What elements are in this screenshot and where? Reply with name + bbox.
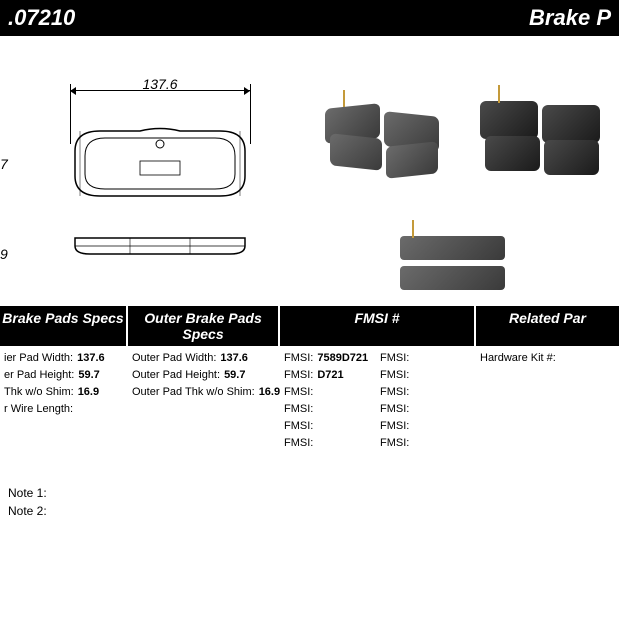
spec-value: 16.9 <box>78 386 99 398</box>
fmsi-column: FMSI:7589D721FMSI:D721FMSI:FMSI:FMSI:FMS… <box>280 346 476 456</box>
spec-label: FMSI: <box>284 403 313 415</box>
fmsi-row: FMSI: 7589D721 <box>284 350 380 367</box>
inner-spec-row: r Wire Length: <box>4 401 128 418</box>
fmsi-row: FMSI: <box>284 401 380 418</box>
spec-label: FMSI: <box>380 386 409 398</box>
spec-label: FMSI: <box>284 420 313 432</box>
spec-label: FMSI: <box>380 369 409 381</box>
pad-photo-profile <box>400 236 505 260</box>
outer-spec-row: Outer Pad Width: 137.6 <box>132 350 280 367</box>
specs-area: Brake Pads Specs Outer Brake Pads Specs … <box>0 306 619 518</box>
outer-spec-row: Outer Pad Height: 59.7 <box>132 367 280 384</box>
spec-value: 137.6 <box>220 352 248 364</box>
pad-photo-dark <box>544 140 599 175</box>
related-row: Hardware Kit #: <box>480 350 619 367</box>
fmsi-row: FMSI: <box>284 418 380 435</box>
spec-label: FMSI: <box>380 403 409 415</box>
pad-photo <box>386 141 438 178</box>
fmsi-row: FMSI: <box>380 367 476 384</box>
spec-label: Outer Pad Height: <box>132 369 220 381</box>
spec-label: Outer Pad Thk w/o Shim: <box>132 386 255 398</box>
pad-photo-profile <box>400 266 505 290</box>
spec-label: r Wire Length: <box>4 403 73 415</box>
fmsi-row: FMSI: <box>380 384 476 401</box>
spec-label: FMSI: <box>380 437 409 449</box>
technical-drawing: 137.6 7 9 <box>0 56 280 276</box>
spec-value: 137.6 <box>77 352 105 364</box>
title-bar: .07210 Brake P <box>0 0 619 36</box>
page-title: Brake P <box>529 5 611 31</box>
pad-photo <box>330 133 382 170</box>
spec-value: 59.7 <box>224 369 245 381</box>
pad-profile-outline <box>70 236 250 256</box>
spec-value: 16.9 <box>259 386 280 398</box>
spec-label: FMSI: <box>284 352 313 364</box>
spec-label: er Pad Height: <box>4 369 74 381</box>
note-2: Note 2: <box>8 504 619 518</box>
product-photo-group-1b <box>330 136 438 176</box>
fmsi-row: FMSI: <box>284 435 380 452</box>
spec-label: FMSI: <box>284 386 313 398</box>
width-dimension-line <box>70 90 250 91</box>
inner-specs-column: ier Pad Width: 137.6er Pad Height: 59.7 Thk… <box>0 346 128 456</box>
spec-value: D721 <box>317 369 343 381</box>
header-fmsi: FMSI # <box>280 306 476 346</box>
inner-spec-row: ier Pad Width: 137.6 <box>4 350 128 367</box>
extension-line-right <box>250 84 251 144</box>
fmsi-row: FMSI: D721 <box>284 367 380 384</box>
fmsi-row: FMSI: <box>284 384 380 401</box>
spec-label: FMSI: <box>284 369 313 381</box>
note-1: Note 1: <box>8 486 619 500</box>
spec-label: Outer Pad Width: <box>132 352 216 364</box>
spec-body: ier Pad Width:137.6er Pad Height:59.7Thk… <box>0 346 619 456</box>
thickness-dimension-label: 9 <box>0 246 8 262</box>
notes-section: Note 1: Note 2: <box>0 486 619 518</box>
spec-label: FMSI: <box>380 352 409 364</box>
inner-spec-row: er Pad Height: 59.7 <box>4 367 128 384</box>
spec-headers-row: Brake Pads Specs Outer Brake Pads Specs … <box>0 306 619 346</box>
pad-photo-dark <box>485 136 540 171</box>
outer-specs-column: Outer Pad Width: 137.6Outer Pad Height: 59… <box>128 346 280 456</box>
spec-label: ier Pad Width: <box>4 352 73 364</box>
part-number: .07210 <box>8 5 75 31</box>
fmsi-row: FMSI: <box>380 418 476 435</box>
header-related: Related Par <box>476 306 619 346</box>
wear-sensor-pin-icon <box>412 220 414 238</box>
outer-spec-row: Outer Pad Thk w/o Shim: 16.9 <box>132 384 280 401</box>
product-photo-group-3 <box>400 236 505 260</box>
spec-value: 59.7 <box>78 369 99 381</box>
inner-spec-row: Thk w/o Shim: 16.9 <box>4 384 128 401</box>
fmsi-row: FMSI: <box>380 435 476 452</box>
header-inner-specs: Brake Pads Specs <box>0 306 128 346</box>
related-column: Hardware Kit #: <box>476 346 619 456</box>
spec-label: Hardware Kit #: <box>480 352 556 364</box>
product-photo-group-2b <box>485 136 599 175</box>
spec-label: FMSI: <box>284 437 313 449</box>
pad-photo-dark <box>480 101 538 139</box>
diagram-area: 137.6 7 9 <box>0 36 619 306</box>
spec-label: Thk w/o Shim: <box>4 386 74 398</box>
spec-label: FMSI: <box>380 420 409 432</box>
fmsi-row: FMSI: <box>380 401 476 418</box>
fmsi-row: FMSI: <box>380 350 476 367</box>
height-dimension-label: 7 <box>0 156 8 172</box>
wear-sensor-pin-icon <box>343 90 345 108</box>
header-outer-specs: Outer Brake Pads Specs <box>128 306 280 346</box>
spec-value: 7589D721 <box>317 352 368 364</box>
product-photo-group-3b <box>400 266 505 290</box>
pad-face-outline <box>70 126 250 201</box>
wear-sensor-pin-icon <box>498 85 500 103</box>
